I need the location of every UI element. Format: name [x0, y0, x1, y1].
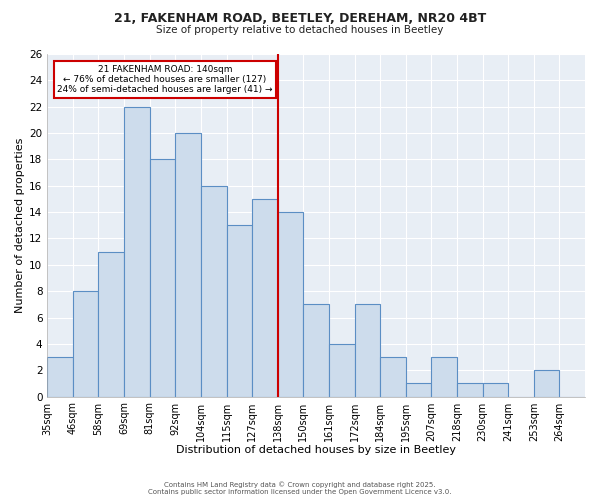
Bar — [457, 384, 482, 396]
Y-axis label: Number of detached properties: Number of detached properties — [15, 138, 25, 313]
Bar — [150, 160, 175, 396]
Bar — [73, 291, 98, 397]
Bar — [201, 186, 227, 396]
Bar — [124, 106, 150, 397]
Bar — [482, 384, 508, 396]
Bar — [380, 357, 406, 397]
Bar — [355, 304, 380, 396]
Bar — [278, 212, 304, 396]
Bar — [47, 357, 73, 397]
Bar — [431, 357, 457, 397]
Bar — [175, 133, 201, 396]
Bar — [227, 226, 252, 396]
Text: 21, FAKENHAM ROAD, BEETLEY, DEREHAM, NR20 4BT: 21, FAKENHAM ROAD, BEETLEY, DEREHAM, NR2… — [114, 12, 486, 26]
Text: Size of property relative to detached houses in Beetley: Size of property relative to detached ho… — [157, 25, 443, 35]
Bar — [534, 370, 559, 396]
Bar — [304, 304, 329, 396]
Bar — [98, 252, 124, 396]
Text: 21 FAKENHAM ROAD: 140sqm
← 76% of detached houses are smaller (127)
24% of semi-: 21 FAKENHAM ROAD: 140sqm ← 76% of detach… — [58, 64, 273, 94]
Text: Contains public sector information licensed under the Open Government Licence v3: Contains public sector information licen… — [148, 489, 452, 495]
Bar — [406, 384, 431, 396]
Bar — [252, 199, 278, 396]
Bar — [329, 344, 355, 397]
X-axis label: Distribution of detached houses by size in Beetley: Distribution of detached houses by size … — [176, 445, 456, 455]
Text: Contains HM Land Registry data © Crown copyright and database right 2025.: Contains HM Land Registry data © Crown c… — [164, 481, 436, 488]
